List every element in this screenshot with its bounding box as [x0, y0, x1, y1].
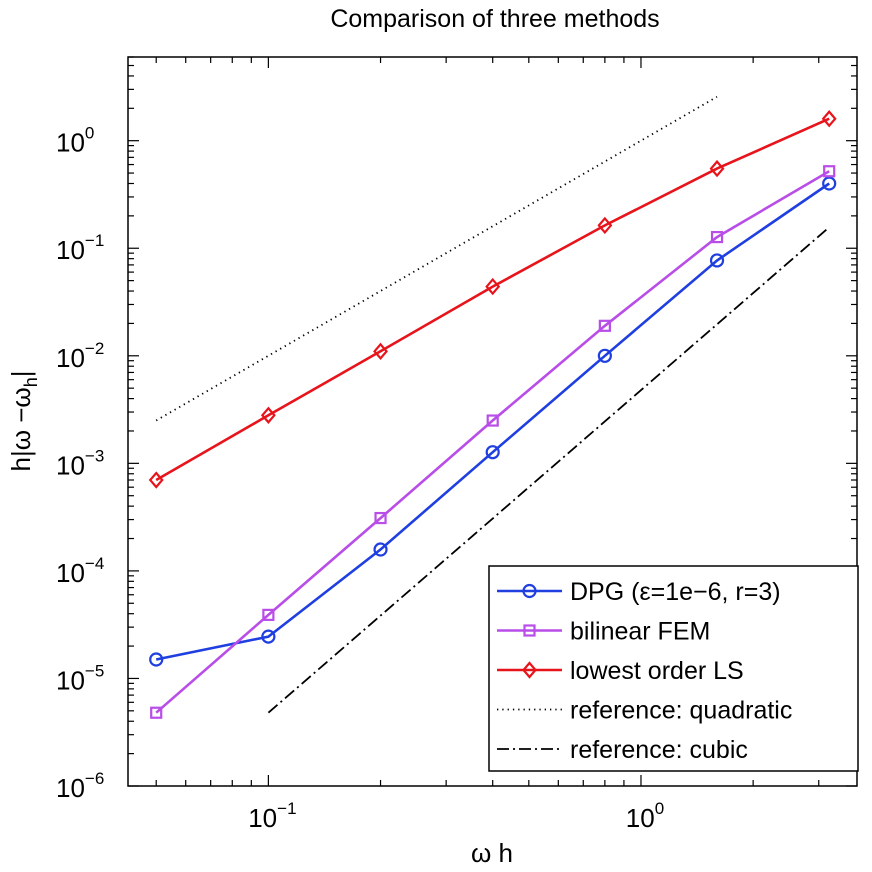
- y-tick-label: 10−6: [56, 769, 104, 803]
- x-axis-label: ω h: [471, 838, 513, 868]
- data-point-series-2: [374, 511, 387, 525]
- y-tick-label: 10−2: [56, 339, 104, 373]
- data-point-series-2: [262, 608, 275, 621]
- y-tick-label: 10−4: [56, 554, 104, 588]
- data-point-series-2: [486, 414, 499, 427]
- legend-box: [488, 565, 859, 772]
- data-point-series-1: [373, 542, 388, 557]
- legend-label-1: DPG (ε=1e−6, r=3): [570, 578, 781, 606]
- series-line-5: [267, 226, 830, 714]
- data-point-series-1: [149, 652, 164, 667]
- axis-ticks: [128, 56, 857, 787]
- series-lines: [155, 96, 830, 714]
- data-point-series-3: [260, 406, 276, 424]
- data-point-series-2: [598, 319, 611, 332]
- data-point-series-1: [709, 253, 725, 268]
- legend-label-5: reference: cubic: [570, 736, 748, 764]
- legend: DPG (ε=1e−6, r=3) bilinear FEM lowest orde…: [488, 565, 859, 772]
- series-line-1: [155, 182, 830, 661]
- y-axis-label: h|ω −ωh|: [6, 370, 41, 471]
- legend-marker-2: [523, 624, 536, 637]
- data-point-series-2: [710, 230, 724, 244]
- data-point-series-1: [822, 176, 837, 191]
- y-tick-label: 10−5: [56, 661, 104, 695]
- axis-tick-labels: 10−6 10−5 10−4 10−3 10−2 10−1 100 10−1 100: [56, 124, 664, 833]
- data-point-series-3: [485, 277, 501, 296]
- data-point-series-3: [148, 471, 164, 489]
- data-point-series-3: [373, 342, 388, 361]
- series-markers: [148, 110, 837, 719]
- legend-marker-1: [522, 583, 537, 599]
- legend-marker-3: [522, 661, 537, 679]
- legend-label-3: lowest order LS: [570, 657, 744, 685]
- x-tick-label: 10−1: [248, 799, 296, 833]
- legend-label-2: bilinear FEM: [570, 618, 710, 646]
- data-point-series-1: [485, 445, 500, 460]
- data-point-series-3: [821, 110, 837, 128]
- data-point-series-3: [709, 159, 725, 178]
- chart-title: Comparison of three methods: [330, 5, 659, 33]
- data-point-series-1: [597, 348, 612, 363]
- y-axis-label-group: h|ω −ωh|: [6, 370, 41, 471]
- series-line-2: [155, 170, 830, 714]
- series-line-4: [155, 96, 718, 422]
- data-point-series-2: [150, 706, 163, 719]
- data-point-series-2: [823, 165, 836, 178]
- data-point-series-1: [261, 629, 276, 644]
- data-point-series-3: [597, 216, 613, 235]
- y-tick-label: 10−1: [56, 231, 104, 265]
- y-tick-label: 100: [56, 124, 94, 158]
- series-line-3: [155, 117, 830, 482]
- x-tick-label: 100: [626, 799, 664, 833]
- legend-label-4: reference: quadratic: [570, 697, 792, 725]
- y-tick-label: 10−3: [56, 446, 104, 480]
